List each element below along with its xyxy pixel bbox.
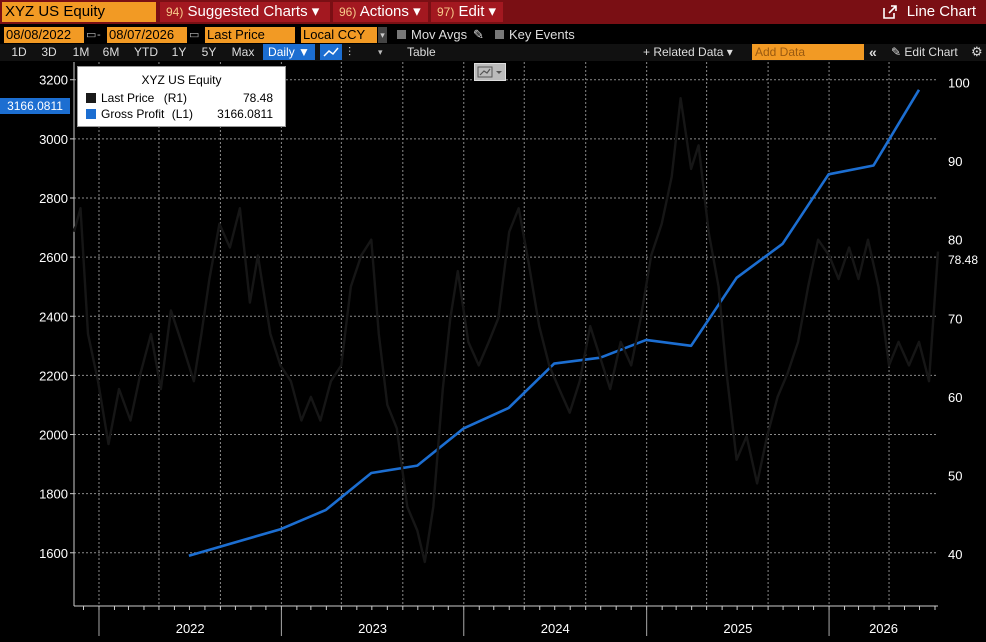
year-label: 2024	[541, 621, 570, 636]
key-events-label: Key Events	[509, 27, 575, 42]
legend-title: XYZ US Equity	[141, 73, 222, 87]
chart-series	[72, 89, 940, 564]
legend-name: Gross Profit	[101, 107, 165, 121]
left-tick-label: 3000	[39, 132, 68, 147]
menu-label: Suggested Charts	[187, 3, 308, 20]
right-tick-label: 80	[948, 233, 962, 248]
menu-label: Edit	[458, 3, 485, 20]
date-field-toolbar: 08/08/2022 ▭ - 08/07/2026 ▭ Last Price L…	[0, 27, 986, 44]
menu-label: Actions	[359, 3, 409, 20]
range-1m-button[interactable]: 1M	[72, 45, 90, 59]
actions-menu[interactable]: 96) Actions ▾	[333, 2, 428, 22]
pencil-icon[interactable]: ✎	[473, 27, 484, 42]
plot-area	[74, 62, 938, 606]
right-axis-current-value: 78.48	[942, 252, 984, 269]
bar-chart-icon[interactable]: ⫶	[348, 45, 352, 59]
year-label: 2026	[869, 621, 898, 636]
field-selector[interactable]: Last Price	[205, 27, 295, 43]
legend-value: 78.48	[242, 91, 273, 105]
legend-value: 3166.0811	[217, 107, 273, 121]
chart-axes: 1600 1800 2000 2200 2400 2600 2800 3000 3200 40 50…	[39, 62, 970, 636]
chevron-down-icon: ▾	[413, 3, 421, 20]
menu-number: 96)	[339, 5, 357, 19]
menu-number: 94)	[166, 5, 184, 19]
start-date-input[interactable]: 08/08/2022	[4, 27, 84, 43]
collapse-button[interactable]: «	[869, 44, 877, 60]
right-tick-label: 100	[948, 75, 970, 90]
series-line-gross-profit	[188, 89, 921, 557]
menu-number: 97)	[437, 5, 455, 19]
edit-chart-label: Edit Chart	[904, 45, 958, 59]
legend-row-last-price: Last Price (R1) 78.48	[86, 91, 279, 105]
mov-avgs-label: Mov Avgs	[411, 27, 468, 42]
legend-swatch	[86, 109, 96, 119]
right-tick-label: 90	[948, 154, 962, 169]
end-date-input[interactable]: 08/07/2026	[107, 27, 187, 43]
range-1d-button[interactable]: 1D	[11, 45, 27, 59]
legend-axis: (R1)	[163, 91, 188, 105]
table-button[interactable]: Table	[407, 45, 436, 59]
suggested-charts-menu[interactable]: 94) Suggested Charts ▾	[160, 2, 330, 22]
chevron-down-icon[interactable]: ▾	[378, 27, 387, 43]
legend-axis: (L1)	[171, 107, 194, 121]
legend-swatch	[86, 93, 96, 103]
chart-type-selector[interactable]: Line Chart	[882, 2, 976, 22]
range-toolbar: 1D 3D 1M 6M YTD 1Y 5Y Max Daily ▼ ⫶ ▾ Ta…	[0, 44, 986, 61]
left-tick-label: 2600	[39, 250, 68, 265]
edit-chart-button[interactable]: ✎ Edit Chart	[891, 44, 958, 60]
chevron-down-icon: ▾	[311, 3, 320, 20]
range-ytd-button[interactable]: YTD	[134, 45, 158, 59]
range-3d-button[interactable]: 3D	[41, 45, 57, 59]
line-chart-icon[interactable]	[320, 44, 342, 60]
pencil-icon: ✎	[891, 45, 905, 59]
left-tick-label: 2200	[39, 368, 68, 383]
year-label: 2022	[176, 621, 205, 636]
chart-style-button[interactable]	[474, 63, 506, 81]
left-tick-label: 3200	[39, 73, 68, 88]
left-tick-label: 2800	[39, 191, 68, 206]
calendar-icon[interactable]: ▭	[189, 29, 200, 41]
right-tick-label: 70	[948, 311, 962, 326]
legend-row-gross-profit: Gross Profit (L1) 3166.0811	[86, 107, 279, 121]
range-max-button[interactable]: Max	[231, 45, 255, 59]
left-tick-label: 2400	[39, 309, 68, 324]
related-data-menu[interactable]: + Related Data ▾	[643, 45, 733, 59]
title-bar: XYZ US Equity 94) Suggested Charts ▾ 96)…	[0, 0, 986, 24]
legend-name: Last Price	[101, 91, 155, 105]
edit-menu[interactable]: 97) Edit ▾	[431, 2, 503, 22]
mov-avgs-checkbox[interactable]	[397, 30, 406, 39]
frequency-selector[interactable]: Daily ▼	[263, 44, 315, 60]
chart-legend[interactable]: XYZ US Equity Last Price (R1) 78.48 Gros…	[77, 66, 286, 127]
right-tick-label: 60	[948, 390, 962, 405]
left-tick-label: 1800	[39, 487, 68, 502]
year-label: 2025	[723, 621, 752, 636]
range-6m-button[interactable]: 6M	[102, 45, 120, 59]
currency-selector[interactable]: Local CCY	[301, 27, 377, 43]
right-tick-label: 50	[948, 469, 962, 484]
left-tick-label: 2000	[39, 428, 68, 443]
year-label: 2023	[358, 621, 387, 636]
gear-icon[interactable]: ⚙	[971, 44, 983, 59]
add-data-input[interactable]: Add Data	[752, 44, 864, 60]
chart-type-label: Line Chart	[906, 3, 976, 20]
chevron-down-icon: ▾	[488, 3, 497, 20]
range-5y-button[interactable]: 5Y	[201, 45, 217, 59]
chart-grid	[74, 62, 938, 606]
date-separator-icon: -	[97, 29, 101, 41]
popout-icon	[882, 5, 897, 19]
range-1y-button[interactable]: 1Y	[171, 45, 187, 59]
left-tick-label: 1600	[39, 546, 68, 561]
security-ticker-field[interactable]: XYZ US Equity	[2, 2, 156, 22]
key-events-checkbox[interactable]	[495, 30, 504, 39]
left-axis-current-value: 3166.0811	[0, 98, 70, 114]
chevron-down-icon[interactable]: ▾	[378, 47, 383, 57]
right-tick-label: 40	[948, 547, 962, 562]
series-line-last-price	[72, 96, 940, 564]
calendar-icon[interactable]: ▭	[86, 29, 97, 41]
chart-style-icon	[477, 66, 502, 78]
